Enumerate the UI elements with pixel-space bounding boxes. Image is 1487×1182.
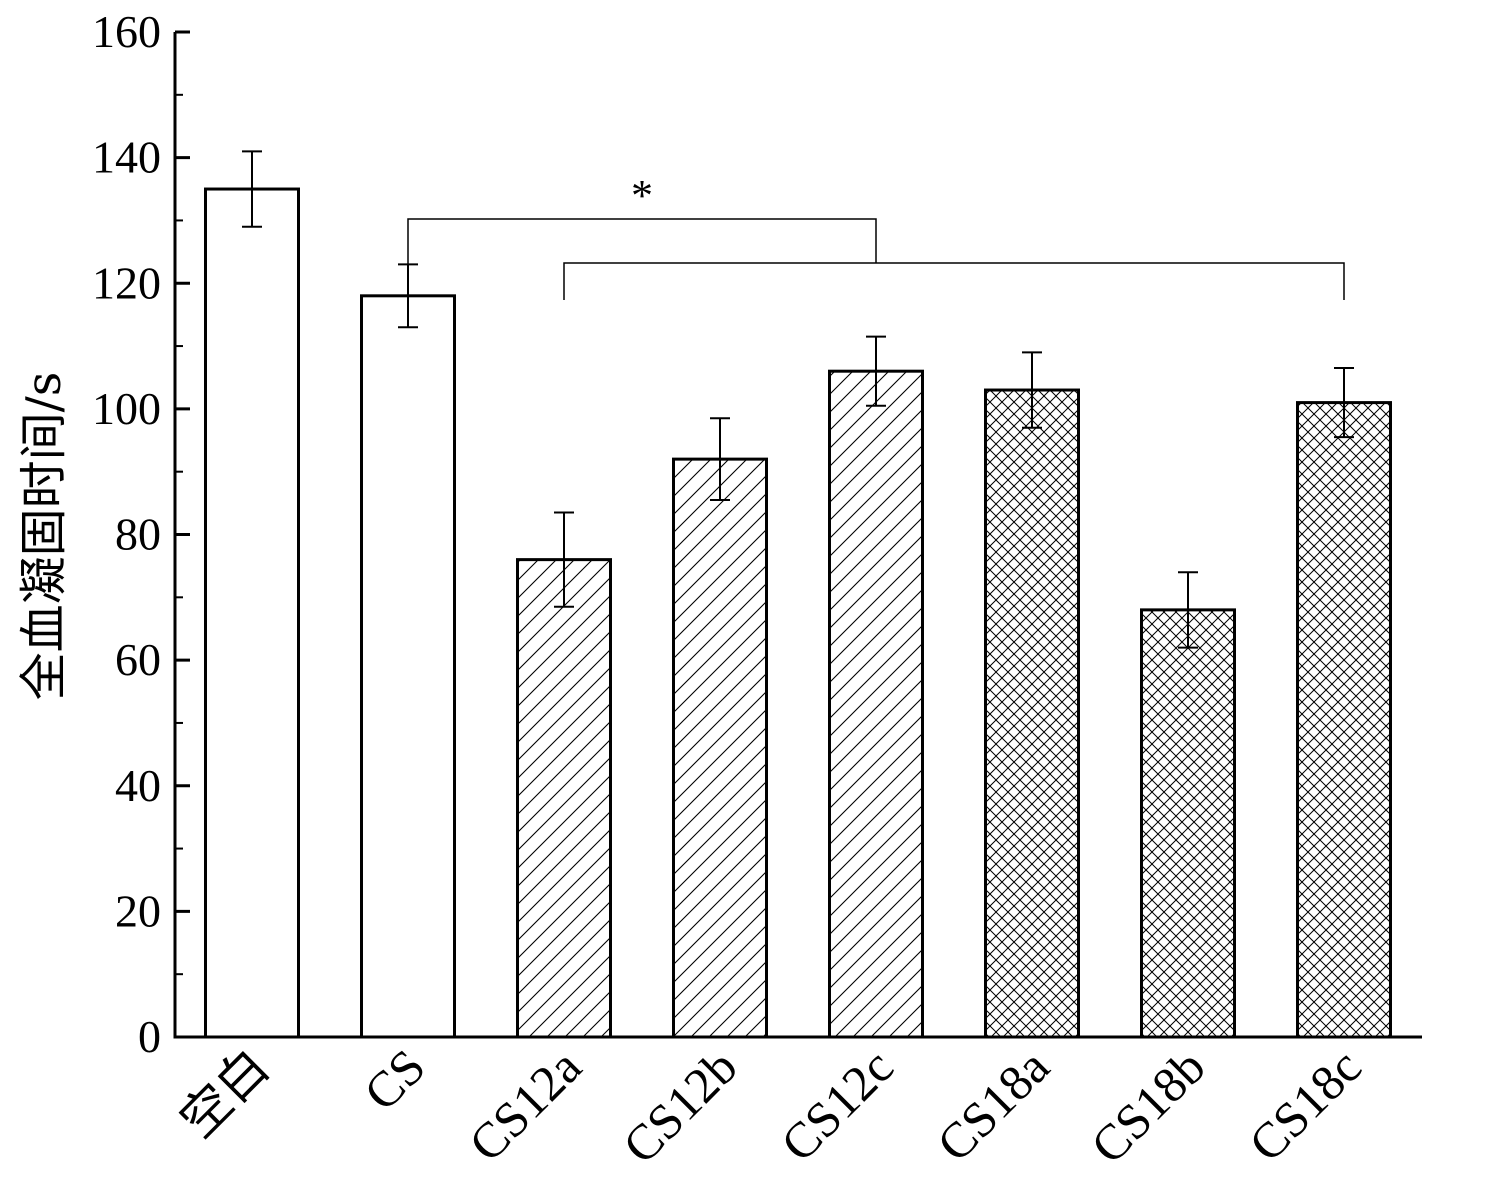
x-tick-label-CS18b: CS18b	[1080, 1038, 1216, 1174]
error-bar-CS12c	[866, 335, 886, 407]
bar-空白	[204, 187, 300, 1039]
error-bar-CS	[398, 263, 418, 329]
x-tick-label-CS12a: CS12a	[458, 1038, 592, 1172]
y-tick-label-80: 80	[115, 509, 161, 560]
x-tick-label-CS12c: CS12c	[770, 1038, 904, 1172]
bar-CS12c	[828, 369, 924, 1039]
error-bar-CS12b	[710, 417, 730, 501]
error-bar-CS18a	[1022, 351, 1042, 429]
error-bars-layer	[242, 150, 1354, 649]
bar-CS12a	[516, 558, 612, 1039]
error-bar-CS18b	[1178, 571, 1198, 649]
y-tick-label-40: 40	[115, 760, 161, 811]
bar-CS18c	[1296, 401, 1392, 1039]
annotations-layer: *	[407, 171, 1345, 300]
y-tick-label-120: 120	[92, 257, 161, 308]
bar-CS18a	[984, 388, 1080, 1039]
error-bar-空白	[242, 150, 262, 228]
y-tick-label-0: 0	[138, 1011, 161, 1062]
bars-layer	[204, 187, 1392, 1039]
y-tick-label-140: 140	[92, 132, 161, 183]
y-tick-label-20: 20	[115, 885, 161, 936]
y-tick-label-100: 100	[92, 383, 161, 434]
bar-CS18b	[1140, 608, 1236, 1039]
error-bar-CS18c	[1334, 367, 1354, 439]
y-tick-label-160: 160	[92, 6, 161, 57]
significance-bracket-1	[407, 218, 877, 264]
error-bar-CS12a	[554, 511, 574, 608]
x-tick-label-空白: 空白	[169, 1038, 279, 1148]
y-tick-label-60: 60	[115, 634, 161, 685]
bar-CS12b	[672, 457, 768, 1039]
significance-star: *	[631, 171, 653, 220]
x-tick-label-CS12b: CS12b	[612, 1038, 748, 1174]
bar-CS	[360, 294, 456, 1039]
x-tick-label-CS: CS	[353, 1038, 436, 1121]
significance-bracket-2	[563, 262, 1345, 300]
x-tick-label-CS18c: CS18c	[1238, 1038, 1372, 1172]
y-axis-title: 全血凝固时间/s	[16, 372, 72, 701]
x-tick-label-CS18a: CS18a	[926, 1038, 1060, 1172]
